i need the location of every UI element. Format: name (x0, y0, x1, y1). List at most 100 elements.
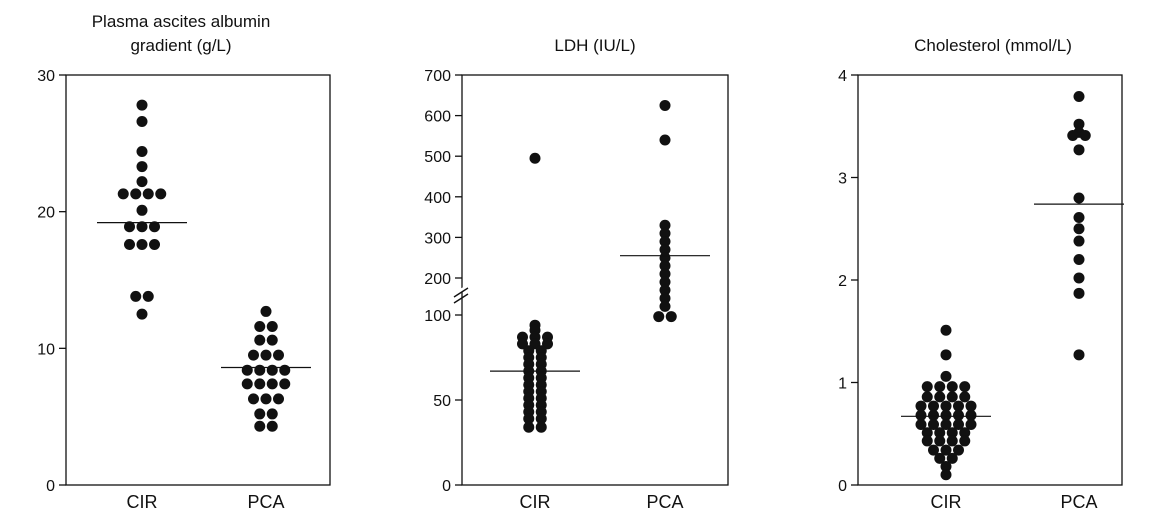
y-tick-label: 600 (424, 109, 451, 126)
data-point (659, 292, 671, 304)
data-point (940, 409, 952, 421)
panel-title-line-2: gradient (g/L) (130, 36, 231, 55)
data-point (149, 238, 160, 250)
data-point (279, 378, 291, 390)
data-point (965, 400, 977, 412)
data-point (921, 381, 933, 393)
data-point (659, 300, 671, 312)
data-point (953, 409, 964, 421)
data-point (136, 204, 148, 216)
data-point (136, 238, 148, 250)
data-point (260, 349, 272, 361)
data-point (940, 349, 952, 361)
data-point (665, 311, 677, 323)
panel-title-line-1: LDH (IU/L) (554, 36, 635, 55)
data-point (273, 393, 284, 405)
data-point (659, 235, 671, 247)
y-tick-label: 2 (838, 273, 847, 290)
data-point (953, 400, 964, 412)
data-point (124, 238, 135, 250)
data-point (934, 435, 946, 447)
data-point (1073, 272, 1085, 284)
data-point (136, 161, 148, 173)
data-point (1073, 349, 1085, 361)
data-point (248, 393, 259, 405)
data-point (659, 252, 671, 264)
data-point (136, 146, 148, 158)
data-point (959, 391, 971, 403)
data-point (266, 420, 278, 432)
data-point (529, 152, 541, 164)
data-point (266, 408, 278, 420)
data-point (273, 349, 284, 361)
data-point (266, 364, 278, 376)
data-point (142, 188, 154, 200)
data-point (940, 400, 952, 412)
y-tick-label: 700 (424, 68, 451, 85)
data-point (934, 381, 946, 393)
data-point (266, 320, 278, 332)
data-point (959, 381, 971, 393)
data-point (1067, 129, 1079, 141)
y-tick-label: 0 (838, 478, 847, 495)
data-point (1073, 223, 1085, 235)
data-point (953, 419, 964, 431)
data-point (1073, 235, 1085, 247)
data-point (940, 370, 952, 382)
panel-3: Cholesterol (mmol/L) 0 1 2 3 4 CIR PCA (838, 36, 1124, 512)
data-point (136, 115, 148, 127)
data-point (254, 408, 266, 420)
panel-1: Plasma ascites albumin gradient (g/L) 0 10 2… (37, 12, 331, 512)
data-point (535, 421, 547, 433)
data-point (928, 444, 939, 456)
data-point (940, 419, 952, 431)
data-point (959, 427, 971, 439)
data-point (136, 99, 148, 111)
axis-break-mark (453, 293, 469, 304)
data-point (130, 188, 142, 200)
data-point (928, 419, 939, 431)
data-point (136, 176, 148, 188)
data-point (241, 364, 253, 376)
data-point (1073, 91, 1085, 103)
x-category-label: CIR (931, 492, 962, 512)
data-point (1073, 254, 1085, 265)
data-point (124, 221, 135, 233)
data-point (946, 427, 958, 439)
data-point (254, 364, 266, 376)
data-point (959, 435, 971, 447)
y-tick-label: 0 (46, 478, 55, 495)
x-category-label: CIR (127, 492, 158, 512)
y-tick-label: 10 (37, 341, 55, 358)
data-point (1073, 287, 1085, 299)
data-point (921, 427, 933, 439)
data-point (136, 221, 148, 233)
data-point (659, 219, 671, 231)
axis-break-mark (453, 287, 469, 298)
data-point (940, 324, 952, 336)
data-point (149, 221, 160, 233)
data-point (136, 308, 148, 320)
plot-frame (65, 74, 331, 486)
axis-break-gap (455, 285, 469, 295)
data-point (1073, 118, 1085, 130)
y-tick-label: 1 (838, 376, 847, 393)
data-point (659, 276, 671, 288)
plot-frame (461, 74, 729, 486)
data-point (241, 378, 253, 390)
data-point (117, 188, 129, 200)
data-point (928, 409, 939, 421)
data-point (130, 290, 142, 302)
data-point (142, 290, 154, 302)
y-tick-label: 50 (433, 393, 451, 410)
data-point (260, 393, 272, 405)
data-point (155, 188, 167, 200)
data-point (934, 427, 946, 439)
data-point (1073, 144, 1085, 156)
data-point (260, 305, 272, 317)
y-tick-label: 4 (838, 68, 847, 85)
data-point (1079, 129, 1091, 141)
data-point (940, 444, 952, 456)
data-point (659, 284, 671, 296)
